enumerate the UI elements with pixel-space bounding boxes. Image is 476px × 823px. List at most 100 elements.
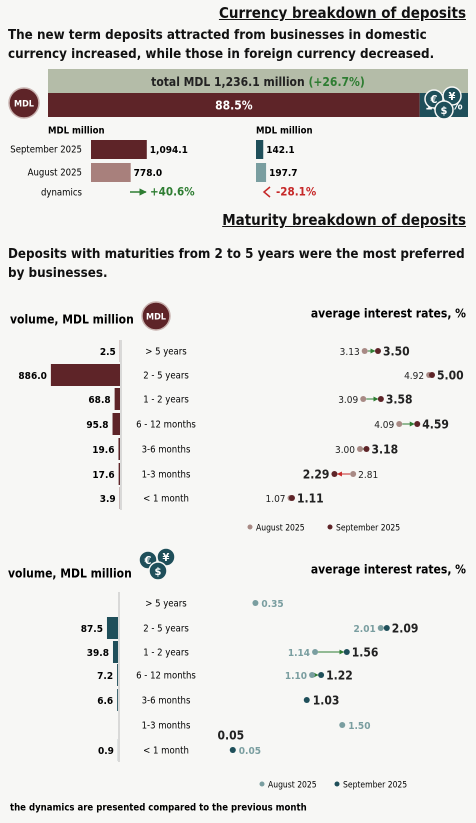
legend-label: September 2025: [343, 781, 407, 791]
volume-bar: [118, 463, 120, 485]
volume-bar: [117, 664, 118, 686]
rate-label: 3.13: [340, 347, 360, 358]
rate-label: 0.35: [261, 599, 283, 610]
subtitle: Deposits with maturities from 2 to 5 yea…: [8, 247, 465, 281]
rate-label: 4.92: [404, 371, 424, 382]
volume-label: volume, MDL million: [8, 567, 132, 581]
unit-label: MDL million: [256, 126, 313, 137]
rate-dot: [357, 446, 363, 452]
row-label: dynamics: [41, 188, 83, 199]
rate-dot: [229, 747, 236, 753]
section-title: Maturity breakdown of deposits: [222, 211, 466, 229]
row-label: August 2025: [28, 168, 82, 179]
rate-dot: [429, 372, 435, 378]
volume-label: 886.0: [18, 371, 46, 382]
volume-label: 68.8: [88, 395, 110, 406]
category-label: 3-6 months: [142, 696, 191, 707]
category-label: 1-3 months: [142, 470, 191, 481]
share-bar: [48, 93, 420, 117]
subtitle: The new term deposits attracted from bus…: [8, 28, 435, 62]
volume-bar: [117, 689, 118, 711]
volume-label: 2.5: [100, 347, 116, 358]
currency-symbol: $: [155, 565, 162, 578]
rate-label: 3.18: [371, 443, 398, 457]
legend-dot: [259, 781, 265, 787]
currency-symbol: $: [441, 104, 448, 117]
rates-label: average interest rates, %: [311, 307, 466, 321]
mdl-icon-text: MDL: [14, 100, 34, 110]
rate-dot: [363, 446, 370, 452]
volume-bar: [118, 438, 120, 460]
legend-label: August 2025: [268, 781, 317, 791]
value-label: 1,094.1: [150, 145, 188, 156]
mdl-icon-text: MDL: [146, 313, 166, 323]
volume-bar: [114, 388, 120, 410]
rate-dot: [360, 396, 367, 402]
rate-label: 1.11: [297, 492, 324, 506]
total-text: total MDL 1,236.1 million (+26.7%): [151, 75, 365, 89]
volume-bar: [50, 364, 120, 386]
category-label: < 1 month: [143, 494, 189, 505]
rate-dot: [343, 649, 350, 655]
legend-dot: [247, 524, 253, 530]
volume-label: 3.9: [100, 494, 116, 505]
rate-label: 2.81: [358, 470, 378, 481]
currency-symbol: ¥: [449, 90, 456, 103]
value-bar: [256, 140, 264, 159]
rate-dot: [303, 697, 310, 703]
category-label: 3-6 months: [142, 445, 191, 456]
value-label: 142.1: [266, 145, 294, 156]
legend-label: August 2025: [256, 524, 305, 534]
rate-label: 2.01: [354, 624, 376, 635]
rate-label: 4.09: [374, 420, 394, 431]
rate-dot: [350, 471, 357, 477]
category-label: 6 - 12 months: [136, 671, 196, 682]
rate-dot: [361, 348, 368, 354]
volume-label: 19.6: [92, 445, 114, 456]
rate-dot: [377, 396, 384, 402]
category-label: < 1 month: [143, 746, 189, 757]
rate-dot: [396, 421, 403, 427]
currency-symbol: €: [144, 554, 152, 567]
rate-dot: [318, 672, 325, 678]
rate-label: 3.50: [383, 345, 410, 359]
total-change: (+26.7%): [308, 75, 364, 89]
volume-label: 6.6: [97, 696, 113, 707]
category-label: > 5 years: [145, 347, 187, 358]
rate-dot: [312, 649, 319, 655]
section-title: Currency breakdown of deposits: [218, 4, 466, 22]
rate-dot: [414, 421, 421, 427]
currency-icon: [434, 100, 454, 120]
rate-label: 0.05: [217, 729, 244, 743]
volume-label: 0.9: [98, 746, 114, 757]
value-bar: [256, 163, 267, 182]
mdl-icon: [8, 87, 40, 119]
rate-label: 1.03: [313, 694, 340, 708]
rate-label: 1.10: [285, 671, 307, 682]
rate-label: 0.05: [239, 746, 261, 757]
volume-bar: [112, 641, 118, 663]
rate-dot: [339, 722, 346, 728]
down-arrow: [262, 186, 271, 198]
volume-label: 17.6: [92, 470, 114, 481]
volume-label: 7.2: [97, 671, 113, 682]
value-bar: [91, 163, 131, 182]
rate-label: 1.22: [326, 669, 353, 683]
mdl-icon: [141, 301, 171, 331]
rate-label: 1.14: [288, 648, 310, 659]
rate-dot: [383, 625, 390, 631]
volume-label: volume, MDL million: [10, 313, 134, 327]
rate-label: 2.29: [303, 468, 330, 482]
legend-dot: [327, 524, 333, 530]
value-label: 778.0: [134, 168, 162, 179]
legend-dot: [334, 781, 340, 787]
rate-label: 1.50: [348, 721, 370, 732]
rate-label: 3.09: [338, 395, 358, 406]
total-label: total MDL 1,236.1 million: [151, 75, 305, 89]
rate-dot: [309, 672, 316, 678]
volume-label: 39.8: [87, 648, 109, 659]
rate-label: 3.58: [386, 393, 413, 407]
dynamics: +40.6%: [150, 185, 195, 199]
category-label: > 5 years: [145, 599, 187, 610]
